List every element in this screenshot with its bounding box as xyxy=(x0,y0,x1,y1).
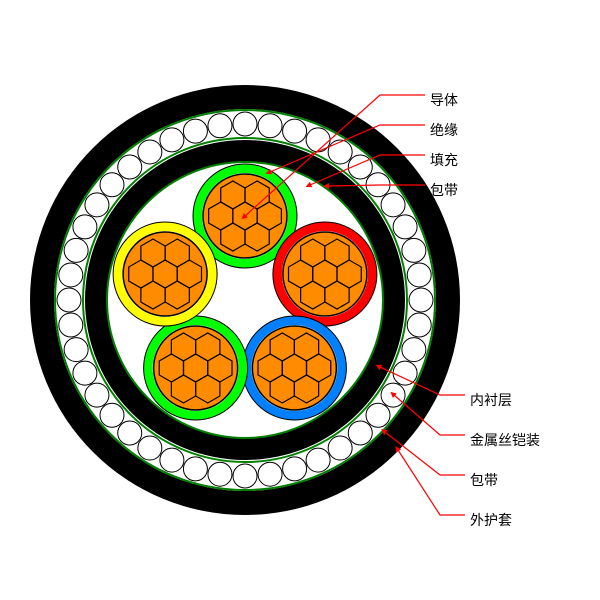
label-outer: 外护套 xyxy=(470,510,512,530)
conductor xyxy=(283,232,367,316)
label-insulation: 绝缘 xyxy=(430,120,458,140)
conductor xyxy=(123,232,207,316)
core-4 xyxy=(113,222,217,326)
leader-outer xyxy=(398,450,465,515)
label-filling: 填充 xyxy=(430,150,458,170)
label-tape_lower: 包带 xyxy=(470,470,498,490)
core-3 xyxy=(144,316,248,420)
label-armor: 金属丝铠装 xyxy=(470,430,540,450)
conductor xyxy=(252,326,336,410)
label-inner_layer: 内衬层 xyxy=(470,390,512,410)
conductor xyxy=(154,326,238,410)
core-2 xyxy=(242,316,346,420)
core-1 xyxy=(273,222,377,326)
label-conductor: 导体 xyxy=(430,90,458,110)
label-tape_upper: 包带 xyxy=(430,180,458,200)
